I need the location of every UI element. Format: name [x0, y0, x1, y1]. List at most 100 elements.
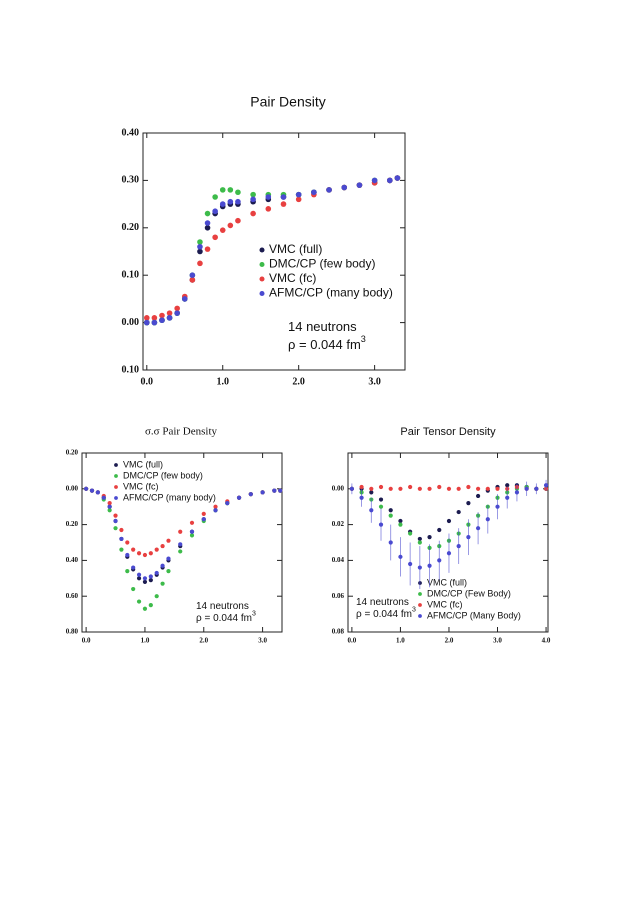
data-point [160, 543, 165, 549]
data-point [495, 486, 500, 491]
data-point [359, 495, 364, 500]
data-point [456, 509, 461, 515]
data-point [113, 526, 118, 531]
legend-label: VMC (full) [269, 242, 322, 256]
legend-label: DMC/CP (Few Body) [427, 588, 511, 598]
x-tick-label: 2.0 [445, 637, 454, 645]
data-point [204, 225, 211, 231]
annotation-text: 14 neutrons [288, 319, 357, 334]
legend-label: VMC (full) [123, 459, 163, 469]
data-point [148, 574, 153, 579]
legend-marker [114, 485, 118, 489]
annotation-text: 14 neutrons [196, 601, 249, 612]
data-point [174, 310, 180, 316]
data-point [197, 248, 203, 255]
data-point [280, 194, 287, 200]
data-point [485, 486, 490, 491]
legend-marker [259, 247, 265, 253]
legend-marker [418, 592, 422, 596]
data-point [181, 296, 188, 302]
legend-marker [114, 496, 118, 500]
data-point [125, 569, 130, 574]
data-point [154, 570, 159, 576]
x-tick-label: 3.0 [493, 637, 502, 645]
data-point [201, 511, 206, 516]
data-point [475, 526, 481, 531]
data-point [107, 501, 112, 506]
y-tick-label: 0.10 [122, 364, 140, 375]
data-point [359, 484, 364, 490]
data-point [227, 222, 234, 229]
y-tick-label: 0.80 [66, 628, 79, 636]
data-point [505, 483, 510, 488]
data-point [485, 517, 490, 522]
data-point [427, 563, 432, 568]
data-point [388, 508, 393, 513]
data-point [417, 540, 422, 545]
data-point [189, 277, 196, 283]
data-point [398, 522, 403, 527]
chart: σ.σ Pair Density 0.20 0.00 0.20 0.40 0.60 0.80… [66, 426, 283, 645]
data-point [446, 486, 452, 491]
x-tick-label: 3.0 [368, 376, 381, 387]
data-point [178, 542, 183, 547]
y-tick-label: 0.00 [66, 484, 79, 492]
x-tick-label: 1.0 [141, 637, 150, 645]
legend-label: VMC (fc) [269, 271, 316, 285]
legend-label: VMC (fc) [123, 481, 159, 491]
data-point [427, 486, 432, 491]
annotation: 14 neutrons [196, 601, 249, 612]
data-point [119, 527, 124, 533]
data-point [159, 312, 165, 319]
legend-marker [114, 463, 118, 467]
data-point [388, 486, 393, 491]
data-point [295, 191, 302, 198]
data-point [219, 227, 226, 233]
annotation-superscript: 3 [412, 606, 416, 613]
data-point [197, 243, 203, 250]
x-tick-label: 0.0 [348, 637, 357, 645]
data-point [398, 518, 403, 524]
data-point [219, 201, 226, 207]
data-point [204, 246, 211, 252]
y-tick-label: 0.30 [122, 175, 140, 186]
data-point [437, 558, 442, 563]
data-point [148, 603, 153, 608]
data-point [197, 239, 203, 245]
data-point [95, 490, 100, 495]
data-point [388, 540, 393, 545]
data-point [394, 175, 401, 181]
data-point [235, 189, 241, 196]
y-tick-label: 0.20 [66, 520, 79, 528]
data-point [174, 305, 180, 312]
data-point [204, 210, 211, 217]
data-point [227, 198, 234, 205]
data-point [265, 206, 272, 212]
x-tick-label: 1.0 [216, 376, 229, 387]
annotation: 14 neutrons [288, 319, 357, 334]
data-point [260, 490, 265, 495]
data-point [369, 486, 374, 491]
data-point [524, 486, 529, 491]
data-point [456, 486, 461, 491]
y-tick-label: 0.00 [122, 317, 140, 328]
legend-label: VMC (fc) [427, 599, 463, 609]
x-tick-label: 4.0 [542, 637, 551, 645]
data-point [311, 189, 317, 196]
legend-marker [259, 290, 265, 297]
annotation: ρ = 0.044 fm3 [356, 606, 416, 619]
y-tick-label: 0.00 [332, 484, 345, 492]
chart: Pair Tensor Density 0.00 0.02 0.04 0.06 0.080… [332, 426, 551, 645]
data-point [212, 234, 218, 241]
data-point [178, 529, 183, 534]
data-point [295, 196, 302, 203]
data-point [204, 220, 211, 226]
chart-title: σ.σ Pair Density [145, 426, 218, 438]
data-point [212, 208, 218, 215]
data-point [356, 182, 363, 188]
data-point [107, 504, 112, 509]
data-point [514, 490, 520, 495]
data-point [136, 551, 142, 556]
data-point [142, 576, 148, 581]
data-point [201, 517, 206, 522]
